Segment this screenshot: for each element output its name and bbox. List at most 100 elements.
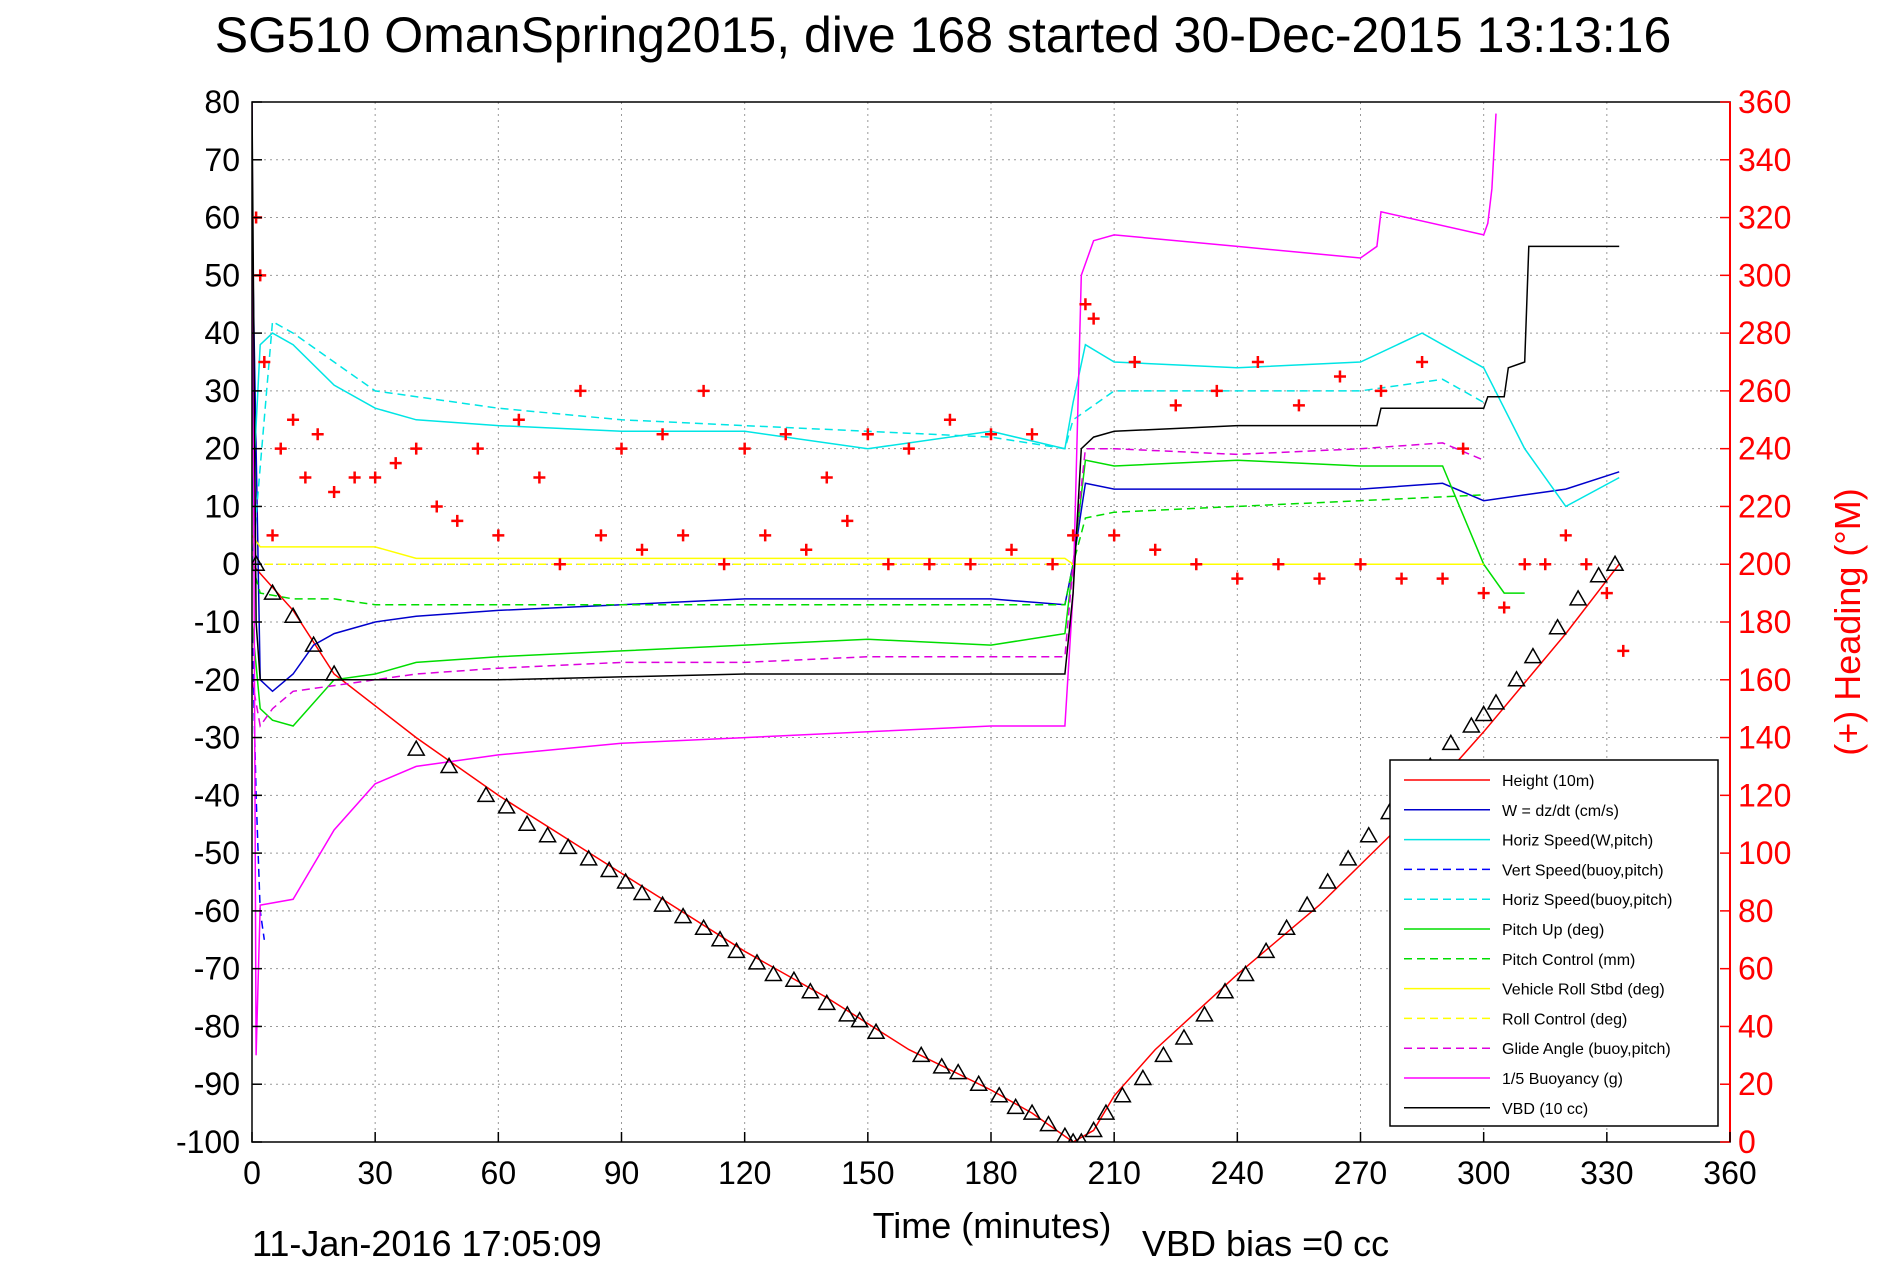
y-tick-label: 80 bbox=[204, 84, 240, 120]
depth-marker bbox=[1548, 618, 1567, 635]
right-tick-label: 300 bbox=[1738, 257, 1791, 293]
chart-title: SG510 OmanSpring2015, dive 168 started 3… bbox=[215, 7, 1672, 63]
depth-marker bbox=[1133, 1068, 1153, 1086]
y-tick-label: 50 bbox=[204, 257, 240, 293]
depth-marker bbox=[911, 1045, 931, 1063]
right-tick-label: 180 bbox=[1738, 604, 1791, 640]
heading-point bbox=[1251, 356, 1264, 368]
depth-marker bbox=[558, 837, 578, 855]
depth-marker bbox=[1006, 1097, 1025, 1115]
x-tick-label: 120 bbox=[718, 1155, 771, 1191]
depth-marker bbox=[1056, 1126, 1074, 1142]
right-tick-label: 80 bbox=[1738, 893, 1774, 929]
heading-point bbox=[258, 356, 271, 368]
heading-point bbox=[985, 428, 997, 441]
depth-marker bbox=[1523, 647, 1543, 664]
x-tick-label: 270 bbox=[1334, 1155, 1387, 1191]
depth-marker bbox=[439, 756, 459, 774]
depth-marker bbox=[1297, 895, 1317, 912]
right-tick-label: 40 bbox=[1738, 1008, 1774, 1044]
legend-label: 1/5 Buoyancy (g) bbox=[1502, 1071, 1623, 1088]
heading-point bbox=[311, 428, 324, 441]
legend-label: Pitch Control (mm) bbox=[1502, 952, 1635, 969]
depth-marker bbox=[476, 785, 496, 803]
depth-marker bbox=[1441, 733, 1461, 751]
heading-point bbox=[328, 486, 341, 498]
y-tick-label: -40 bbox=[194, 777, 240, 813]
depth-marker bbox=[653, 895, 672, 912]
x-tick-label: 360 bbox=[1703, 1155, 1756, 1191]
x-tick-label: 60 bbox=[481, 1155, 517, 1191]
heading-point bbox=[1457, 442, 1470, 455]
right-tick-label: 280 bbox=[1738, 315, 1791, 351]
heading-point bbox=[615, 442, 628, 455]
heading-point bbox=[902, 442, 915, 455]
depth-marker bbox=[1462, 716, 1481, 733]
depth-marker bbox=[1589, 566, 1608, 583]
right-tick-label: 60 bbox=[1738, 951, 1774, 987]
depth-marker bbox=[1022, 1103, 1042, 1120]
heading-point bbox=[759, 529, 772, 542]
depth-marker bbox=[1113, 1086, 1132, 1103]
right-tick-label: 320 bbox=[1738, 200, 1791, 236]
depth-marker bbox=[1075, 1132, 1087, 1142]
legend-label: W = dz/dt (cm/s) bbox=[1502, 803, 1619, 820]
heading-point bbox=[1190, 558, 1203, 571]
y-tick-label: 60 bbox=[204, 200, 240, 236]
depth-marker bbox=[538, 826, 557, 843]
heading-point bbox=[1518, 558, 1531, 571]
depth-marker bbox=[710, 930, 730, 947]
heading-point bbox=[1354, 558, 1367, 571]
right-tick-label: 120 bbox=[1738, 777, 1791, 813]
depth-marker bbox=[263, 583, 282, 600]
x-tick-label: 30 bbox=[357, 1155, 393, 1191]
series-vbd-10-cc bbox=[252, 102, 1620, 681]
heading-point bbox=[1436, 572, 1449, 585]
depth-marker bbox=[948, 1063, 968, 1080]
depth-marker bbox=[764, 964, 783, 982]
heading-point bbox=[1087, 312, 1100, 325]
vbd-bias: VBD bias =0 cc bbox=[1142, 1223, 1389, 1262]
y-tick-label: -100 bbox=[176, 1124, 240, 1160]
depth-marker bbox=[784, 970, 804, 987]
depth-marker bbox=[1277, 918, 1296, 935]
heading-point bbox=[779, 428, 792, 441]
heading-point bbox=[1539, 558, 1552, 571]
heading-point bbox=[471, 442, 484, 455]
depth-marker bbox=[801, 982, 820, 999]
depth-marker bbox=[1084, 1120, 1103, 1138]
x-tick-label: 0 bbox=[243, 1155, 261, 1191]
x-axis-label: Time (minutes) bbox=[873, 1205, 1112, 1246]
right-axis-ticks: 0 20 40 60 80 100 120 140 160 180 200 220 240 260 280 3… bbox=[1720, 84, 1791, 1160]
heading-point bbox=[369, 471, 382, 484]
depth-marker bbox=[1338, 849, 1358, 866]
left-axis-ticks: -100-90-80-70-60-50-40-30-20-10010203040… bbox=[176, 84, 262, 1160]
legend-label: Horiz Speed(W,pitch) bbox=[1502, 833, 1653, 850]
y-tick-label: -50 bbox=[194, 835, 240, 871]
timestamp: 11-Jan-2016 17:05:09 bbox=[252, 1223, 602, 1262]
depth-marker bbox=[694, 918, 713, 935]
heading-point bbox=[1079, 298, 1092, 311]
heading-point bbox=[1231, 572, 1244, 585]
heading-point bbox=[274, 442, 287, 455]
series-pitch-control-mm bbox=[252, 494, 1484, 606]
y-tick-label: -30 bbox=[194, 720, 240, 756]
heading-point bbox=[964, 558, 977, 571]
depth-marker bbox=[1318, 872, 1337, 889]
depth-marker bbox=[599, 860, 619, 878]
depth-marker bbox=[1605, 554, 1625, 571]
x-tick-label: 300 bbox=[1457, 1155, 1510, 1191]
heading-point bbox=[1026, 428, 1039, 441]
heading-point bbox=[410, 442, 423, 455]
depth-marker bbox=[989, 1086, 1009, 1103]
heading-point bbox=[266, 529, 279, 542]
heading-point bbox=[1128, 356, 1141, 368]
heading-point bbox=[1498, 601, 1511, 614]
heading-point bbox=[1313, 572, 1326, 585]
heading-point bbox=[1333, 370, 1346, 383]
series-vert-speed-buoy-pitch bbox=[252, 621, 266, 940]
legend-label: Pitch Up (deg) bbox=[1502, 922, 1604, 939]
x-tick-label: 90 bbox=[604, 1155, 640, 1191]
y-tick-label: 0 bbox=[222, 546, 240, 582]
